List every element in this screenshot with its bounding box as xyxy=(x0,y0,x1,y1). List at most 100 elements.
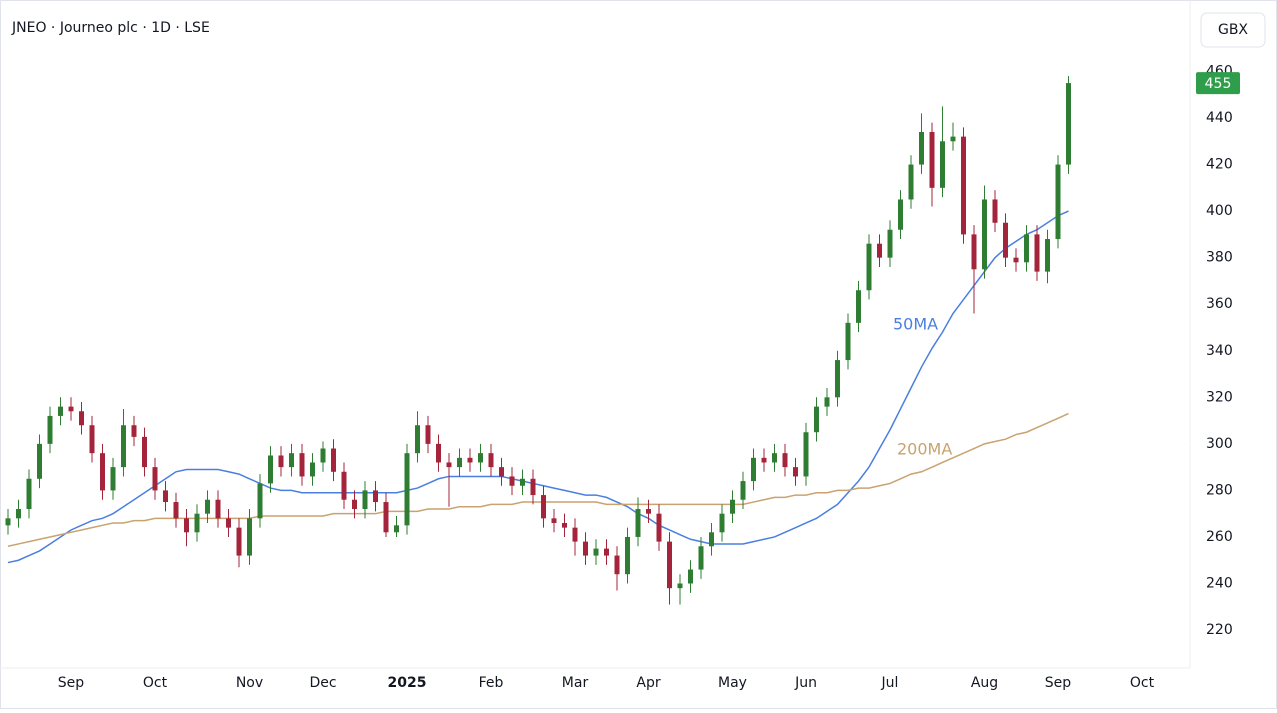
x-tick-label: Dec xyxy=(309,675,336,691)
candle-body xyxy=(635,509,641,537)
candle-body xyxy=(824,397,830,407)
candle-body xyxy=(1013,257,1019,263)
candle-body xyxy=(247,518,252,556)
candle-body xyxy=(173,502,179,519)
candle-body xyxy=(488,453,494,468)
candle-body xyxy=(814,406,819,433)
moving-average-line xyxy=(7,412,1069,548)
candle-body xyxy=(236,527,242,556)
candle-body xyxy=(572,527,578,542)
candle-body xyxy=(457,457,462,468)
candle-body xyxy=(992,199,998,223)
candle-body xyxy=(940,141,945,188)
candle-body xyxy=(341,471,347,500)
candle-body xyxy=(961,136,966,235)
candle-body xyxy=(331,448,336,472)
candle-body xyxy=(415,425,420,454)
candle-body xyxy=(394,525,399,533)
x-tick-label: Nov xyxy=(236,675,263,691)
candle-body xyxy=(446,462,452,468)
candle-body xyxy=(299,453,305,477)
candle-body xyxy=(352,499,357,510)
y-tick-label: 240 xyxy=(1206,576,1233,592)
candle-body xyxy=(16,509,21,519)
candle-body xyxy=(740,481,746,500)
candle-body xyxy=(562,522,567,528)
candle-body xyxy=(583,541,588,556)
chart-title: JNEO · Journeo plc · 1D · LSE xyxy=(11,20,210,36)
y-tick-label: 440 xyxy=(1206,110,1233,126)
candle-body xyxy=(614,555,620,575)
candle-body xyxy=(310,462,315,477)
y-tick-label: 300 xyxy=(1206,436,1233,452)
candle-body xyxy=(268,455,273,484)
currency[interactable]: GBX xyxy=(1218,22,1248,38)
candle-body xyxy=(530,478,536,496)
candle-body xyxy=(362,490,368,510)
candle-body xyxy=(131,425,137,437)
candle-body xyxy=(908,164,914,200)
candle-body xyxy=(782,453,788,468)
candle-body xyxy=(646,509,651,514)
candle-body xyxy=(866,243,872,291)
moving-average-label: 50MA xyxy=(893,315,938,334)
moving-average-label: 200MA xyxy=(897,440,952,459)
candle-body xyxy=(425,425,431,444)
candle-body xyxy=(68,406,74,412)
candle-body xyxy=(751,457,756,482)
y-tick-label: 320 xyxy=(1206,389,1233,405)
candle-body xyxy=(467,457,473,463)
currency-button[interactable] xyxy=(1200,12,1266,48)
candle-body xyxy=(835,360,840,398)
y-tick-label: 280 xyxy=(1206,482,1233,498)
candle-body xyxy=(436,443,441,463)
candle-body xyxy=(667,541,672,589)
candle-body xyxy=(971,234,977,270)
candle-body xyxy=(551,518,557,523)
candle-body xyxy=(604,548,609,556)
candle-body xyxy=(509,476,515,486)
y-tick-label: 340 xyxy=(1206,343,1233,359)
y-tick-label: 400 xyxy=(1206,203,1233,219)
candle-body xyxy=(226,518,231,528)
x-tick-label: Mar xyxy=(562,675,589,691)
candle-body xyxy=(404,453,410,526)
candle-body xyxy=(89,425,95,454)
candle-body xyxy=(887,229,893,258)
x-tick-label: Oct xyxy=(143,675,168,691)
candle-body xyxy=(257,483,263,519)
x-tick-label: May xyxy=(718,675,747,691)
candle-body xyxy=(5,518,11,526)
candle-body xyxy=(877,243,882,258)
candle-body xyxy=(152,467,158,491)
x-tick-label: Jun xyxy=(794,675,817,691)
candle-body xyxy=(1024,234,1029,263)
y-tick-label: 260 xyxy=(1206,529,1233,545)
candle-body xyxy=(730,499,735,514)
candle-body xyxy=(761,457,767,463)
candle-body xyxy=(205,499,210,514)
candle-body xyxy=(184,518,189,533)
candle-body xyxy=(37,443,42,479)
candle-body xyxy=(593,548,599,556)
candle-body xyxy=(163,490,168,503)
candle-body xyxy=(1055,164,1061,240)
candle-body xyxy=(677,583,683,589)
x-tick-label: Sep xyxy=(1045,675,1072,691)
candle-body xyxy=(803,432,809,477)
candle-body xyxy=(919,131,924,165)
candle-body xyxy=(100,453,105,491)
candle-body xyxy=(656,513,662,542)
candle-body xyxy=(520,478,525,486)
candle-body xyxy=(898,199,903,230)
candle-body xyxy=(929,131,935,188)
candle-body xyxy=(215,499,221,519)
candle-body xyxy=(26,478,32,510)
candle-body xyxy=(625,536,630,575)
candle-body xyxy=(1003,222,1008,258)
candle-body xyxy=(793,467,798,477)
candle-body xyxy=(1066,83,1071,165)
candle-body xyxy=(79,411,84,426)
